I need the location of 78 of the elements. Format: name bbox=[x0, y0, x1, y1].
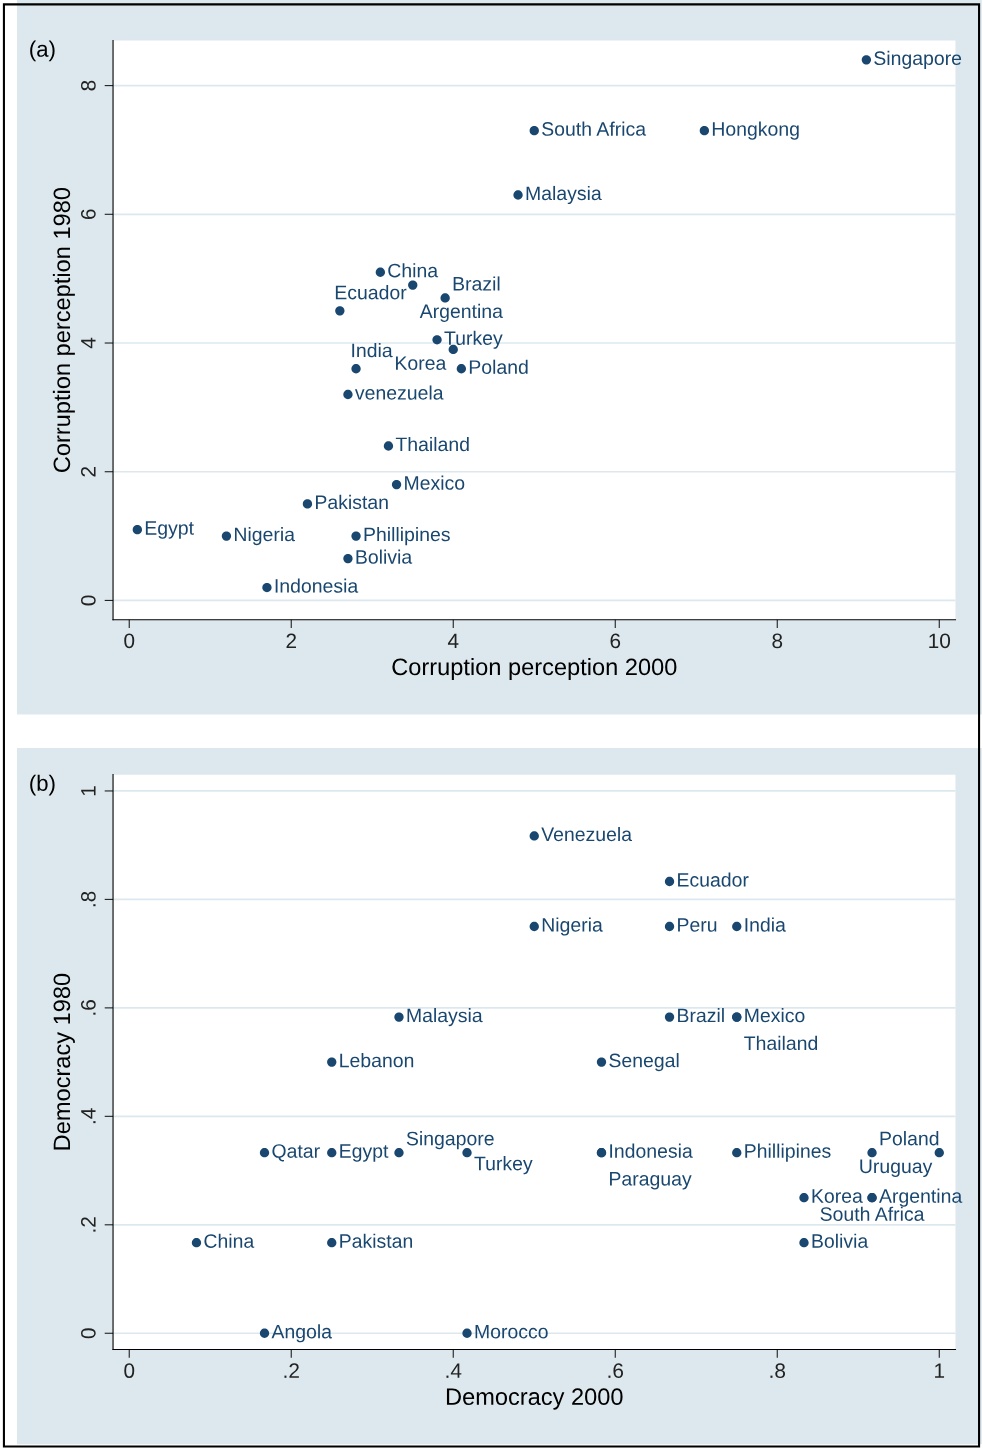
y-tick-label: 2 bbox=[80, 466, 96, 477]
annotation: Paraguay bbox=[610, 1172, 692, 1190]
annotation: Mexico bbox=[405, 475, 465, 490]
annotation: Peru bbox=[678, 918, 717, 932]
annotation: Brazil bbox=[678, 1008, 724, 1023]
annotation: Poland bbox=[469, 359, 528, 374]
x-tick-label: 1 bbox=[935, 1363, 945, 1378]
x-axis-title: Corruption perception 2000 bbox=[392, 657, 677, 680]
annotation: Senegal bbox=[609, 1053, 679, 1072]
annotation: Angola bbox=[271, 1324, 333, 1343]
y-tick-label: 8 bbox=[80, 80, 96, 91]
y-tick-label: .6 bbox=[80, 1000, 96, 1015]
y-axis-title: Corruption perception 1980 bbox=[52, 187, 75, 473]
annotation: venezuela bbox=[354, 385, 444, 400]
x-tick-label: 0 bbox=[124, 1363, 135, 1379]
x-tick-label: 8 bbox=[772, 633, 783, 649]
x-tick-label: .6 bbox=[608, 1363, 624, 1379]
annotation: South Africa bbox=[542, 121, 647, 136]
annotation: India bbox=[352, 343, 393, 358]
annotation: Lebanon bbox=[340, 1053, 414, 1068]
x-tick-label: .2 bbox=[284, 1363, 299, 1378]
annotation: Pakistan bbox=[315, 494, 388, 510]
y-tick-label: 4 bbox=[81, 337, 96, 349]
annotation: Egypt bbox=[145, 521, 194, 539]
annotation: Turkey bbox=[444, 330, 503, 349]
annotation: China bbox=[388, 263, 439, 278]
annotation: Thailand bbox=[395, 436, 469, 452]
y-tick-label: 1 bbox=[81, 786, 96, 796]
annotation: Thailand bbox=[744, 1035, 818, 1051]
annotation: Phillipines bbox=[745, 1143, 831, 1162]
text: (b) bbox=[30, 774, 55, 796]
x-tick-label: 10 bbox=[929, 633, 951, 649]
y-tick-label: 6 bbox=[80, 209, 96, 220]
annotation: Phillipines bbox=[364, 527, 450, 546]
annotation: Morocco bbox=[475, 1324, 548, 1339]
y-tick-label: .8 bbox=[80, 891, 96, 907]
annotation: Bolivia bbox=[812, 1233, 869, 1248]
annotation: Ecuador bbox=[335, 285, 407, 300]
annotation: Malaysia bbox=[526, 185, 602, 205]
annotation: Brazil bbox=[453, 276, 500, 291]
x-tick-label: 0 bbox=[124, 633, 135, 649]
annotation: Venezuela bbox=[541, 826, 633, 842]
annotation: Singapore bbox=[406, 1131, 494, 1150]
annotation: Poland bbox=[880, 1131, 939, 1146]
annotation: Nigeria bbox=[234, 527, 295, 546]
y-axis-title: Democracy 1980 bbox=[53, 973, 75, 1150]
x-tick-label: .4 bbox=[446, 1363, 462, 1378]
x-axis-title: Democracy 2000 bbox=[446, 1388, 623, 1410]
annotation: Uruguay bbox=[860, 1159, 933, 1178]
annotation: Korea bbox=[396, 356, 447, 370]
text: (a) bbox=[30, 40, 55, 62]
annotation: India bbox=[745, 917, 786, 932]
annotation: Indonesia bbox=[275, 578, 359, 593]
annotation: Pakistan bbox=[340, 1233, 413, 1248]
annotation: Singapore bbox=[874, 50, 962, 69]
x-tick-label: 2 bbox=[286, 633, 296, 649]
y-tick-label: 0 bbox=[80, 595, 96, 606]
annotation: Argentina bbox=[419, 303, 503, 322]
annotation: China bbox=[204, 1233, 255, 1248]
annotation: Argentina bbox=[879, 1188, 963, 1207]
y-tick-label: .2 bbox=[80, 1217, 96, 1232]
annotation: Indonesia bbox=[610, 1143, 693, 1158]
annotation: Qatar bbox=[272, 1144, 320, 1162]
y-tick-label: 0 bbox=[80, 1328, 96, 1339]
annotation: Mexico bbox=[745, 1008, 805, 1023]
y-tick-label: .4 bbox=[81, 1108, 96, 1124]
x-tick-label: 4 bbox=[447, 633, 459, 649]
x-tick-label: 6 bbox=[610, 633, 621, 649]
annotation: Malaysia bbox=[407, 1008, 483, 1027]
annotation: Egypt bbox=[340, 1144, 389, 1162]
annotation: Korea bbox=[812, 1189, 863, 1203]
annotation: Bolivia bbox=[356, 549, 413, 564]
annotation: Turkey bbox=[474, 1156, 533, 1175]
annotation: Hongkong bbox=[712, 121, 799, 140]
annotation: Ecuador bbox=[678, 872, 749, 887]
annotation: Nigeria bbox=[542, 917, 603, 936]
x-tick-label: .8 bbox=[770, 1363, 786, 1379]
annotation: South Africa bbox=[820, 1206, 925, 1221]
